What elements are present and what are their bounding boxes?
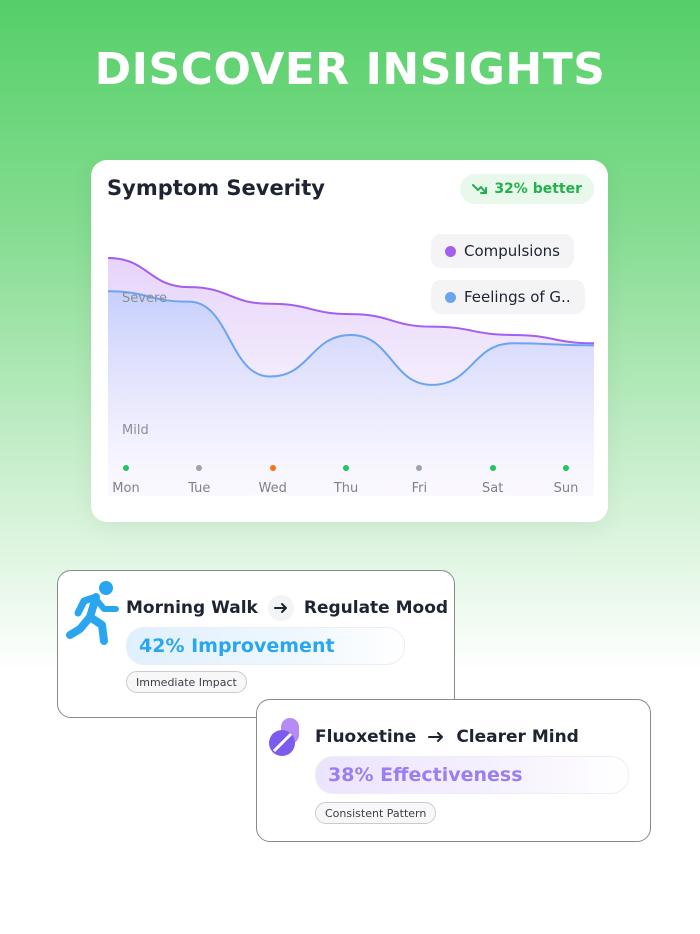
- day-status-dot: [269, 465, 276, 471]
- day-status-dot: [416, 465, 423, 471]
- day-status-dot: [196, 465, 203, 471]
- series-line-1: [107, 290, 595, 386]
- symptom-severity-card: Symptom Severity 32% better Compulsions …: [91, 160, 608, 522]
- day-status-dot: [343, 465, 349, 471]
- card-title: Symptom Severity: [107, 176, 325, 200]
- y-label-mild: Mild: [122, 423, 149, 438]
- y-label-severe: Severe: [122, 291, 167, 306]
- pill-icon: [269, 718, 299, 756]
- day-status-dot: [563, 465, 569, 471]
- result-value: 42% Improvement: [139, 635, 335, 657]
- insight-title: Morning Walk Regulate Mood: [126, 595, 448, 621]
- day-status-dot: [489, 465, 496, 471]
- result-value: 38% Effectiveness: [328, 764, 523, 786]
- result-pill: 42% Improvement: [126, 627, 405, 665]
- pattern-tag: Consistent Pattern: [315, 802, 437, 824]
- improvement-badge: 32% better: [460, 174, 594, 204]
- trend-down-icon: [472, 184, 488, 194]
- series-area-1: [108, 291, 594, 496]
- day-label: Wed: [258, 481, 287, 496]
- insight-to: Regulate Mood: [303, 598, 449, 618]
- impact-tag: Immediate Impact: [126, 671, 247, 693]
- legend-label: Compulsions: [464, 242, 560, 260]
- legend-dot: [445, 245, 456, 257]
- page-headline: DISCOVER INSIGHTS: [94, 44, 606, 95]
- arrow-right-icon: [426, 724, 446, 750]
- day-label: Fri: [411, 481, 428, 496]
- day-label: Sat: [481, 481, 504, 496]
- day-label: Thu: [333, 481, 359, 496]
- arrow-right-icon: [267, 595, 294, 621]
- legend-compulsions[interactable]: Compulsions: [431, 234, 574, 268]
- legend-label: Feelings of G..: [464, 288, 571, 306]
- day-label: Mon: [112, 481, 140, 496]
- insight-title: Fluoxetine Clearer Mind: [315, 724, 579, 750]
- day-label: Sun: [553, 481, 579, 496]
- severity-chart: [107, 257, 595, 496]
- badge-label: 32% better: [494, 181, 582, 197]
- insight-from: Fluoxetine: [315, 727, 417, 747]
- insight-from: Morning Walk: [126, 598, 258, 618]
- series-line-0: [107, 257, 595, 345]
- day-label: Tue: [188, 481, 211, 496]
- insight-card-morning-walk[interactable]: Morning Walk Regulate Mood 42% Improveme…: [57, 570, 455, 718]
- legend-feelings[interactable]: Feelings of G..: [431, 280, 585, 314]
- day-status-dot: [123, 465, 129, 471]
- legend-dot: [445, 291, 456, 303]
- insight-to: Clearer Mind: [456, 727, 579, 747]
- insight-card-fluoxetine[interactable]: Fluoxetine Clearer Mind 38% Effectivenes…: [256, 699, 651, 842]
- running-person-icon: [66, 581, 119, 645]
- result-pill: 38% Effectiveness: [315, 756, 629, 794]
